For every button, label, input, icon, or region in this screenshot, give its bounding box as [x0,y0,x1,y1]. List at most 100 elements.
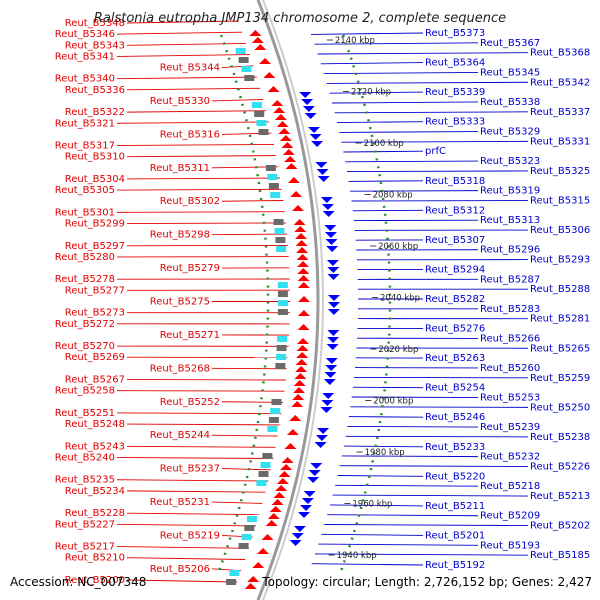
forward-gene-arrow [275,485,288,491]
ruler-tick-label: 2080 kbp [373,191,413,201]
forward-gene-arrow [296,254,309,260]
right-connector [327,514,479,517]
right-gene-label: Reut_B5337 [530,107,590,118]
right-gene-label: Reut_B5260 [480,363,540,374]
right-gene-label: Reut_B5192 [425,560,485,571]
right-connector [311,563,424,566]
forward-gene-arrow [297,261,309,267]
left-gene-label: Reut_B5206 [150,564,210,575]
left-gene-label: Reut_B5244 [150,430,210,441]
right-connector [326,81,529,84]
right-gene-label: Reut_B5246 [425,412,485,423]
reverse-gene-arrow [311,141,324,147]
left-gene-label: Reut_B5227 [55,519,115,530]
right-gene-label: Reut_B5220 [425,471,485,482]
left-gene-label: Reut_B5243 [65,441,125,452]
forward-gene-arrow [244,583,257,589]
forward-gene-arrow [297,338,309,344]
forward-gene-arrow [297,310,310,316]
forward-gene-arrow [292,205,304,211]
forward-gene-arrow [296,345,309,351]
forward-gene-arrow [259,58,271,64]
reverse-gene-arrow [320,197,333,203]
forward-gene-arrow [292,394,305,400]
right-connector [314,42,479,45]
right-gene-label: Reut_B5193 [480,540,540,551]
right-gene-label: Reut_B5323 [480,156,540,167]
feature-block [226,579,237,585]
reverse-gene-arrow [327,274,340,280]
left-gene-label: Reut_B5277 [65,285,125,296]
forward-gene-arrow [287,177,300,183]
reverse-gene-arrow [304,113,317,119]
left-connector [126,177,281,180]
feature-block [276,354,287,360]
label-connector-lines [116,20,529,583]
right-gene-label: Reut_B5238 [530,432,590,443]
left-gene-label: Reut_B5278 [55,274,115,285]
right-connector [345,435,529,438]
reverse-gene-arrow [328,302,340,308]
forward-gene-arrow [280,464,293,470]
left-gene-label: Reut_B5231 [150,497,210,508]
right-gene-label: Reut_B5232 [480,452,540,463]
forward-gene-arrow [276,478,289,484]
right-gene-label: Reut_B5325 [530,166,590,177]
right-gene-label: Reut_B5281 [530,314,590,325]
left-gene-label: Reut_B5305 [55,185,115,196]
forward-gene-arrow [276,121,289,127]
forward-gene-arrow [293,380,306,386]
reverse-gene-arrow [322,393,335,399]
left-connector [116,211,285,213]
right-gene-label: Reut_B5226 [530,461,590,472]
reverse-gene-arrow [307,477,320,483]
left-gene-label: Reut_B5297 [65,241,125,252]
left-gene-label: Reut_B5240 [55,452,115,463]
left-connector [116,143,274,146]
left-gene-label: Reut_B5234 [65,486,125,497]
right-connector [323,71,479,75]
forward-gene-arrow [298,296,310,302]
right-gene-label: Reut_B5294 [425,264,485,275]
left-gene-label: Reut_B5340 [55,74,115,85]
left-gene-label: Reut_B5302 [160,196,220,207]
forward-gene-arrow [295,359,308,365]
reverse-gene-arrow [289,540,302,546]
feature-block [267,174,278,180]
forward-gene-arrow [286,429,299,435]
right-gene-label: Reut_B5333 [425,117,485,128]
left-gene-label: Reut_B5304 [65,174,125,185]
left-gene-label: Reut_B5343 [65,40,125,51]
reverse-gene-arrow [315,435,328,441]
right-connector [348,416,424,418]
forward-gene-arrow [297,282,310,288]
right-gene-label: Reut_B5282 [425,294,485,305]
feature-block [273,219,284,225]
gc-dot-track [338,34,392,576]
right-gene-label: Reut_B5266 [480,333,540,344]
left-gene-label: Reut_B5301 [55,207,115,218]
right-connector [348,180,424,182]
feature-block [260,462,271,468]
forward-gene-arrow [281,142,294,148]
right-connector [343,150,424,153]
accession-text: Accession: NC_007348 [10,575,146,589]
reverse-gene-arrow [314,442,327,448]
ruler-tick-label: 2060 kbp [378,242,418,252]
right-gene-label: Reut_B5276 [425,324,485,335]
feature-block [268,417,279,423]
map-title: Ralstonia eutropha JMP134 chromosome 2, … [94,11,506,26]
forward-gene-arrow [269,506,282,512]
reverse-gene-arrow [293,526,306,532]
right-connector [346,170,529,173]
right-gene-label: Reut_B5213 [530,491,590,502]
left-gene-label: Reut_B5279 [160,263,220,274]
reverse-gene-arrow [300,505,312,511]
forward-gene-arrow [293,219,306,225]
reverse-gene-arrow [324,225,337,231]
feature-block [244,525,255,531]
feature-block [276,345,287,351]
right-gene-label: Reut_B5283 [480,304,540,315]
forward-gene-arrow [267,513,280,519]
right-gene-label: Reut_B5339 [425,87,485,98]
